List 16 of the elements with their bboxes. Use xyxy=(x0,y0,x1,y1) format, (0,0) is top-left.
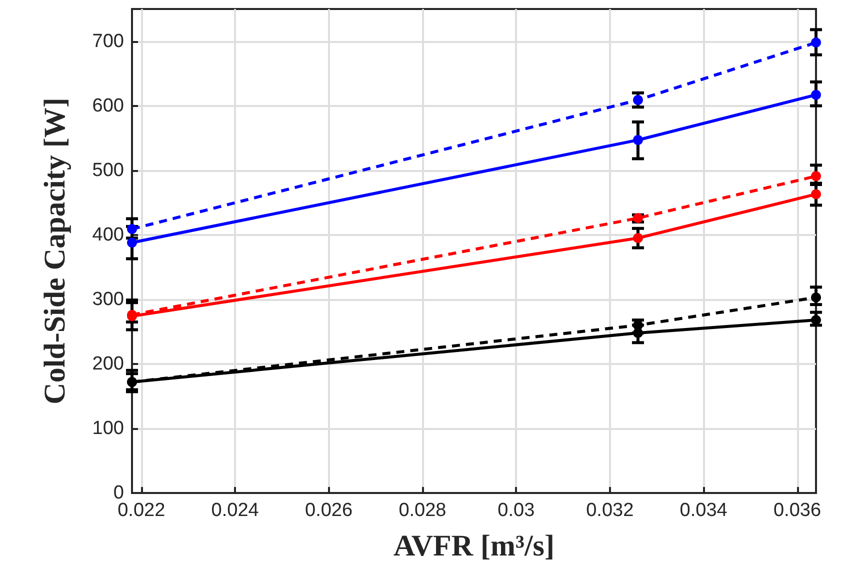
y-tick-label: 500 xyxy=(92,160,124,181)
x-axis-title: AVFR [m³/s] xyxy=(394,530,554,562)
x-tick-label: 0.024 xyxy=(211,500,260,521)
x-tick-label: 0.03 xyxy=(498,500,535,521)
y-tick-label: 100 xyxy=(92,418,124,439)
x-tick-label: 0.036 xyxy=(773,500,822,521)
y-tick-label: 700 xyxy=(92,30,124,52)
y-tick-label: 200 xyxy=(92,353,124,374)
y-tick-label: 400 xyxy=(92,224,124,246)
y-tick-label: 600 xyxy=(92,95,124,116)
y-axis-title: Cold-Side Capacity [W] xyxy=(38,98,72,404)
x-tick-label: 0.028 xyxy=(398,500,446,521)
x-tick-label: 0.034 xyxy=(680,500,728,521)
x-tick-label: 0.032 xyxy=(586,500,634,521)
y-tick-label: 300 xyxy=(92,288,124,310)
x-tick-label: 0.026 xyxy=(304,500,353,521)
